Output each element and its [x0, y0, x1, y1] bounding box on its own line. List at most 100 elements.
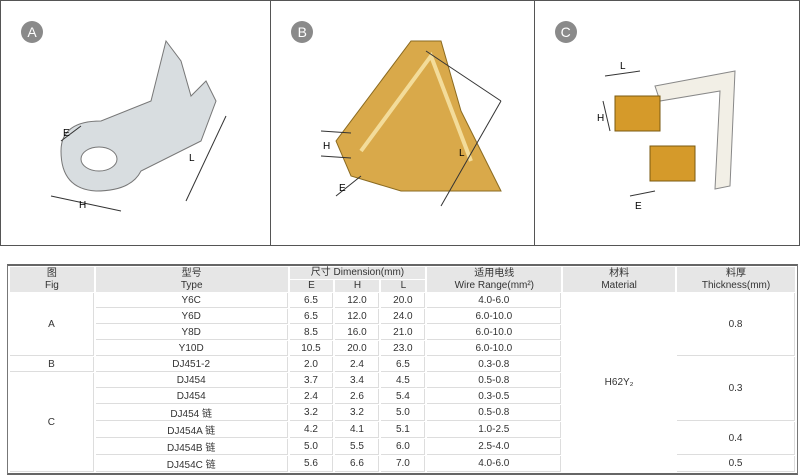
- figure-b-panel: H E L B: [270, 1, 533, 245]
- e-cell: 8.5: [289, 325, 334, 340]
- wire-cell: 6.0-10.0: [427, 309, 562, 324]
- type-cell: Y6C: [95, 293, 288, 308]
- table-body: A Y6C 6.5 12.0 20.0 4.0-6.0 H62Y₂ 0.8 Y6D 6.5 12.0…: [10, 293, 795, 472]
- fork-terminal-drawing: H E L: [321, 40, 503, 207]
- h-cell: 20.0: [335, 341, 380, 356]
- type-cell: Y8D: [95, 325, 288, 340]
- type-cell: DJ454: [95, 373, 288, 388]
- l-cell: 5.4: [381, 389, 426, 404]
- type-cell: DJ454: [95, 389, 288, 404]
- l-cell: 7.0: [381, 456, 426, 472]
- type-cell: DJ454 链: [95, 405, 288, 421]
- dim-label: E: [339, 183, 346, 194]
- l-cell: 6.0: [381, 439, 426, 455]
- e-cell: 3.7: [289, 373, 334, 388]
- h-cell: 6.6: [335, 456, 380, 472]
- wire-cell: 0.5-0.8: [427, 373, 562, 388]
- figure-badge: A: [21, 21, 43, 43]
- type-cell: Y6D: [95, 309, 288, 324]
- material-cell: H62Y₂: [604, 377, 634, 388]
- wire-header: 适用电线 Wire Range(mm²): [427, 267, 562, 292]
- wire-cell: 0.5-0.8: [427, 405, 562, 421]
- material-header-en: Material: [601, 279, 637, 291]
- l-cell: 5.1: [381, 422, 426, 438]
- wire-cell: 0.3-0.5: [427, 389, 562, 404]
- l-header: L: [381, 280, 426, 292]
- fig-cell: C: [10, 373, 94, 472]
- header-row: 图 Fig 型号 Type 尺寸 Dimension(mm) 适用电线 Wire Ra…: [10, 267, 795, 292]
- figure-a-panel: E H L A: [1, 1, 270, 245]
- type-cell: DJ451-2: [95, 357, 288, 372]
- figure-badge: B: [291, 21, 314, 43]
- thickness-header-en: Thickness(mm): [701, 279, 771, 291]
- figure-badge: C: [554, 21, 577, 43]
- h-cell: 2.6: [335, 389, 380, 404]
- wire-cell: 6.0-10.0: [427, 325, 562, 340]
- l-cell: 23.0: [381, 341, 426, 356]
- dim-label: L: [459, 148, 465, 159]
- fig-header-en: Fig: [44, 279, 59, 291]
- table-row: A Y6C 6.5 12.0 20.0 4.0-6.0 H62Y₂ 0.8: [10, 293, 795, 388]
- table-row: DJ454B 链 5.0 5.5 6.0 2.5-4.0: [10, 439, 795, 455]
- h-cell: 3.4: [335, 373, 380, 388]
- table-row: Y6D 6.5 12.0 24.0 6.0-10.0: [10, 309, 795, 324]
- type-cell: DJ454C 链: [95, 456, 288, 472]
- l-cell: 5.0: [381, 405, 426, 421]
- e-cell: 10.5: [289, 341, 334, 356]
- l-cell: 6.5: [381, 357, 426, 372]
- type-header-en: Type: [180, 279, 203, 291]
- l-cell: 21.0: [381, 325, 426, 340]
- table-row: Y8D 8.5 16.0 21.0 6.0-10.0: [10, 325, 795, 340]
- h-cell: 12.0: [335, 309, 380, 324]
- thickness-cell: 0.3: [677, 357, 795, 421]
- figure-panels: E H L A H E L B L H E C: [0, 0, 800, 246]
- wire-header-cn: 适用电线: [474, 267, 515, 279]
- fig-header: 图 Fig: [10, 267, 94, 292]
- thickness-header-cn: 料厚: [726, 267, 747, 279]
- wire-header-en: Wire Range(mm²): [454, 279, 535, 291]
- fig-cell: A: [10, 293, 94, 356]
- material-header-cn: 材料: [609, 267, 630, 279]
- dim-label: L: [620, 61, 626, 72]
- dim-label: E: [635, 201, 642, 212]
- table-row: DJ454 链 3.2 3.2 5.0 0.5-0.8: [10, 405, 795, 421]
- table-row: B DJ451-2 2.0 2.4 6.5 0.3-0.8 0.3: [10, 357, 795, 421]
- dim-label: H: [597, 113, 604, 124]
- table-row: Y10D 10.5 20.0 23.0 6.0-10.0: [10, 341, 795, 356]
- wire-cell: 2.5-4.0: [427, 439, 562, 455]
- dim-label: H: [79, 200, 86, 211]
- h-cell: 12.0: [335, 293, 380, 308]
- wire-cell: 4.0-6.0: [427, 293, 562, 308]
- dim-label: E: [63, 128, 70, 139]
- wire-cell: 1.0-2.5: [427, 422, 562, 438]
- figure-c-panel: L H E C: [533, 1, 799, 245]
- wire-cell: 6.0-10.0: [427, 341, 562, 356]
- thickness-header: 料厚 Thickness(mm): [677, 267, 795, 292]
- e-cell: 5.6: [289, 456, 334, 472]
- spec-table: 图 Fig 型号 Type 尺寸 Dimension(mm) 适用电线 Wire Ra…: [7, 264, 798, 475]
- e-cell: 3.2: [289, 405, 334, 421]
- e-cell: 2.0: [289, 357, 334, 372]
- table-row: DJ454C 链 5.6 6.6 7.0 4.0-6.0 0.5: [10, 456, 795, 472]
- e-cell: 4.2: [289, 422, 334, 438]
- table-row: DJ454A 链 4.2 4.1 5.1 1.0-2.5 0.4: [10, 422, 795, 455]
- thickness-cell: 0.4: [677, 422, 795, 455]
- type-header-cn: 型号: [181, 267, 202, 279]
- type-cell: Y10D: [95, 341, 288, 356]
- type-cell: DJ454B 链: [95, 439, 288, 455]
- l-cell: 20.0: [381, 293, 426, 308]
- fig-cell: B: [10, 357, 94, 372]
- dim-label: H: [323, 141, 330, 152]
- thickness-cell: 0.5: [677, 456, 795, 472]
- table-row: DJ454 2.4 2.6 5.4 0.3-0.5: [10, 389, 795, 404]
- e-cell: 6.5: [289, 293, 334, 308]
- material-header: 材料 Material: [563, 267, 676, 292]
- h-cell: 5.5: [335, 439, 380, 455]
- wire-cell: 4.0-6.0: [427, 456, 562, 472]
- e-header: E: [289, 280, 334, 292]
- type-cell: DJ454A 链: [95, 422, 288, 438]
- ring-terminal-drawing: E H L: [50, 39, 227, 212]
- dim-label: L: [189, 153, 195, 164]
- l-cell: 4.5: [381, 373, 426, 388]
- l-cell: 24.0: [381, 309, 426, 324]
